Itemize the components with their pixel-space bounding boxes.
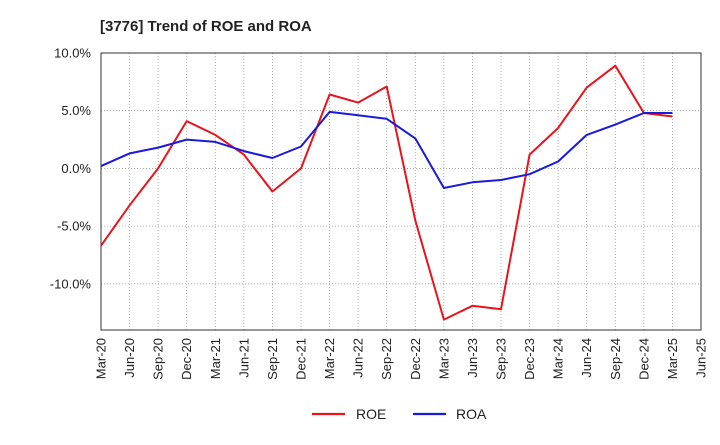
x-tick-label: Dec-22 bbox=[408, 338, 423, 380]
x-tick-label: Jun-23 bbox=[465, 338, 480, 378]
x-tick-label: Dec-24 bbox=[636, 338, 651, 380]
x-tick-label: Mar-21 bbox=[208, 338, 223, 379]
x-tick-label: Mar-22 bbox=[322, 338, 337, 379]
x-tick-label: Sep-24 bbox=[608, 338, 623, 380]
y-tick-label: 10.0% bbox=[54, 46, 91, 61]
x-tick-label: Mar-24 bbox=[551, 338, 566, 379]
x-tick-label: Sep-22 bbox=[379, 338, 394, 380]
y-tick-label: -10.0% bbox=[50, 276, 92, 291]
legend: ROE ROA bbox=[312, 406, 487, 422]
x-tick-label: Mar-20 bbox=[94, 338, 109, 379]
x-tick-label: Jun-22 bbox=[351, 338, 366, 378]
axis-layer: 10.0% 5.0% 0.0% -5.0% -10.0% Mar-20 Jun-20 Sep-… bbox=[50, 46, 709, 380]
grid-layer bbox=[100, 52, 702, 330]
x-tick-label: Sep-21 bbox=[265, 338, 280, 380]
x-tick-label: Mar-25 bbox=[665, 338, 680, 379]
x-tick-label: Dec-21 bbox=[294, 338, 309, 380]
series-layer bbox=[100, 64, 673, 321]
x-tick-label: Jun-24 bbox=[579, 338, 594, 378]
x-tick-label: Mar-23 bbox=[436, 338, 451, 379]
x-tick-label: Jun-21 bbox=[236, 338, 251, 378]
x-tick-label: Sep-20 bbox=[151, 338, 166, 380]
legend-label-roe: ROE bbox=[356, 406, 386, 422]
x-tick-label: Jun-25 bbox=[694, 338, 709, 378]
y-tick-label: 5.0% bbox=[61, 103, 91, 118]
y-tick-label: 0.0% bbox=[61, 161, 91, 176]
chart-title: [3776] Trend of ROE and ROA bbox=[100, 18, 312, 35]
x-tick-label: Dec-23 bbox=[522, 338, 537, 380]
series-line-roa bbox=[100, 110, 673, 189]
x-tick-label: Dec-20 bbox=[179, 338, 194, 380]
x-tick-label: Sep-23 bbox=[494, 338, 509, 380]
plot-frame bbox=[100, 52, 702, 331]
x-tick-label: Jun-20 bbox=[122, 338, 137, 378]
series-line-roe bbox=[100, 64, 673, 321]
y-tick-label: -5.0% bbox=[57, 219, 91, 234]
legend-label-roa: ROA bbox=[456, 406, 487, 422]
